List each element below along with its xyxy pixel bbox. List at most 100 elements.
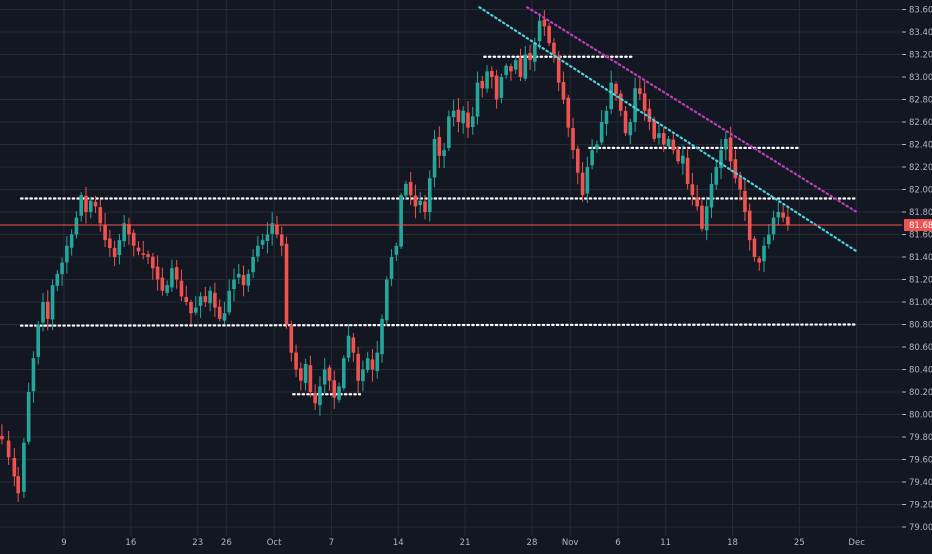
last-price-badge xyxy=(904,219,932,232)
candle-body-down xyxy=(528,53,532,61)
candle-body-down xyxy=(45,301,50,319)
candle-body-up xyxy=(461,110,465,124)
candle-body-down xyxy=(618,93,623,111)
candle-body-up xyxy=(442,150,446,157)
y-tick-label: 79.400 xyxy=(909,478,932,488)
y-axis[interactable]: 79.000 79.200 79.400 79.600 79.800 80.000 80.2… xyxy=(902,6,932,534)
y-tick-label: 80.000 xyxy=(909,411,932,421)
candle-body-up xyxy=(533,43,537,62)
candle-body-down xyxy=(327,367,332,381)
candle-body-up xyxy=(451,110,456,118)
candle-body-down xyxy=(743,191,747,212)
candle-body-up xyxy=(427,178,432,213)
candle-body-down xyxy=(127,224,131,235)
candle-body-down xyxy=(509,66,513,72)
candle-body-up xyxy=(609,82,614,110)
y-tick-label: 82.400 xyxy=(909,141,932,151)
candle-body-down xyxy=(466,112,470,128)
candle-body-down xyxy=(642,93,647,111)
candle-body-up xyxy=(657,133,661,138)
candle-body-up xyxy=(432,138,437,178)
y-tick-label: 82.000 xyxy=(909,186,932,196)
candles xyxy=(0,10,790,502)
candle-body-down xyxy=(146,254,150,257)
y-tick-label: 79.000 xyxy=(909,523,932,533)
candle-body-up xyxy=(256,245,260,257)
candle-body-up xyxy=(165,285,169,293)
x-tick-label: 7 xyxy=(329,538,334,548)
candle-body-up xyxy=(50,285,55,320)
candle-body-down xyxy=(575,148,580,173)
candle-body-up xyxy=(375,352,380,372)
candle-body-up xyxy=(394,245,399,255)
candle-body-up xyxy=(628,122,633,136)
x-tick-label: 9 xyxy=(61,538,66,548)
candle-body-up xyxy=(270,223,274,234)
candle-body-down xyxy=(700,205,704,229)
candle-body-down xyxy=(413,195,418,207)
y-tick-label: 79.600 xyxy=(909,456,932,466)
candle-body-up xyxy=(399,195,403,247)
x-tick-label: 16 xyxy=(125,538,136,548)
candle-body-down xyxy=(738,177,742,190)
candle-body-up xyxy=(633,88,637,123)
candle-body-down xyxy=(6,440,11,458)
candle-body-up xyxy=(666,138,671,147)
x-tick-label: 11 xyxy=(660,538,671,548)
candle-body-down xyxy=(16,476,20,494)
y-tick-label: 80.400 xyxy=(909,366,932,376)
candle-body-up xyxy=(342,358,346,389)
candle-body-down xyxy=(313,393,317,404)
candle-body-down xyxy=(547,25,551,44)
x-tick-label: 23 xyxy=(192,538,203,548)
candle-body-down xyxy=(571,128,575,151)
candle-body-up xyxy=(265,234,270,241)
candle-body-down xyxy=(93,201,98,207)
trendline xyxy=(478,6,858,253)
candle-body-down xyxy=(217,306,222,319)
candle-body-down xyxy=(155,266,160,280)
x-tick-label: 21 xyxy=(460,538,471,548)
candle-body-up xyxy=(55,273,60,286)
candle-body-up xyxy=(117,240,122,256)
candle-body-down xyxy=(131,232,136,246)
candle-body-down xyxy=(141,253,146,255)
candle-body-down xyxy=(299,368,303,381)
candle-body-up xyxy=(69,234,74,248)
candle-body-down xyxy=(408,181,413,196)
candle-body-down xyxy=(566,97,571,128)
y-tick-label: 81.400 xyxy=(909,253,932,263)
candle-body-down xyxy=(423,201,427,212)
x-tick-label: 6 xyxy=(615,538,620,548)
candle-body-up xyxy=(346,335,351,358)
candle-body-down xyxy=(480,80,485,89)
candle-body-down xyxy=(279,234,284,246)
candle-body-up xyxy=(719,150,723,169)
candle-body-up xyxy=(22,442,26,492)
candle-body-up xyxy=(595,144,599,150)
candle-body-up xyxy=(513,60,518,70)
y-tick-label: 81.800 xyxy=(909,208,932,218)
candle-body-down xyxy=(284,243,289,325)
x-tick-label: Nov xyxy=(562,538,579,548)
candle-body-down xyxy=(676,149,680,162)
candle-body-up xyxy=(447,116,451,148)
y-tick-label: 79.200 xyxy=(909,501,932,511)
candle-body-down xyxy=(160,277,165,291)
candle-body-down xyxy=(518,58,523,77)
x-tick-label: Dec xyxy=(848,538,865,548)
candle-body-up xyxy=(776,212,781,218)
candle-body-up xyxy=(41,302,45,323)
x-axis[interactable]: 9 16 23 26 Oct 7 14 21 28 Nov 6 11 18 25 Dec xyxy=(61,538,865,548)
candle-body-up xyxy=(709,183,714,208)
candle-body-down xyxy=(652,120,656,139)
x-tick-label: 26 xyxy=(221,538,232,548)
candle-body-up xyxy=(361,369,365,382)
candle-body-down xyxy=(456,109,461,122)
candle-body-up xyxy=(337,386,341,400)
candle-body-up xyxy=(198,296,203,306)
candle-body-up xyxy=(246,273,251,286)
candle-body-up xyxy=(79,195,83,216)
candle-body-up xyxy=(704,206,709,231)
